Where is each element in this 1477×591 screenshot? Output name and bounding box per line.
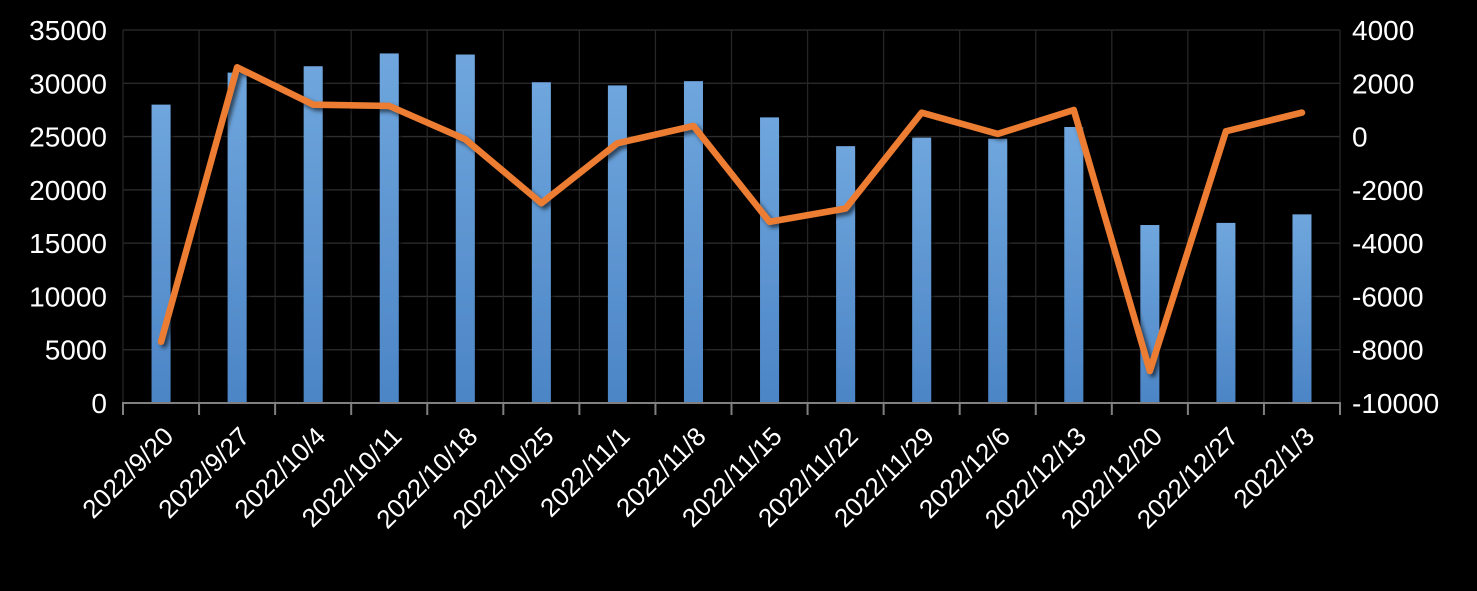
bar-2022/11/29 — [912, 137, 932, 403]
line-series — [157, 64, 1306, 375]
bar-2022/12/13 — [1064, 126, 1084, 403]
bar-2022/10/18 — [455, 54, 475, 404]
left-axis-label: 15000 — [29, 228, 107, 259]
right-axis-label: 0 — [1352, 122, 1368, 153]
bar-2022/1/3 — [1292, 214, 1312, 403]
bar-2022/12/6 — [988, 138, 1008, 403]
bar-2022/11/22 — [836, 146, 856, 404]
bar-2022/11/15 — [760, 117, 780, 403]
left-axis-label: 20000 — [29, 175, 107, 206]
right-axis-label: -4000 — [1352, 228, 1424, 259]
right-axis-label: -6000 — [1352, 281, 1424, 312]
bar-2022/9/20 — [151, 104, 171, 403]
bar-2022/11/8 — [683, 81, 703, 403]
left-axis-label: 0 — [91, 388, 107, 419]
right-axis-label: -2000 — [1352, 175, 1424, 206]
left-axis-label: 10000 — [29, 281, 107, 312]
left-axis-label: 5000 — [45, 335, 107, 366]
bar-2022/12/20 — [1140, 225, 1160, 403]
bar-2022/10/4 — [303, 66, 323, 403]
right-axis-label: 4000 — [1352, 15, 1414, 46]
bar-2022/11/1 — [607, 85, 627, 403]
bar-2022/12/27 — [1216, 222, 1236, 403]
bar-2022/10/11 — [379, 53, 399, 404]
bar-2022/10/25 — [531, 82, 551, 403]
left-axis-label: 30000 — [29, 68, 107, 99]
right-axis-label: -10000 — [1352, 388, 1439, 419]
left-axis-label: 25000 — [29, 122, 107, 153]
bar-2022/9/27 — [227, 72, 247, 403]
right-axis-label: 2000 — [1352, 68, 1414, 99]
right-axis-label: -8000 — [1352, 335, 1424, 366]
left-axis-label: 35000 — [29, 15, 107, 46]
